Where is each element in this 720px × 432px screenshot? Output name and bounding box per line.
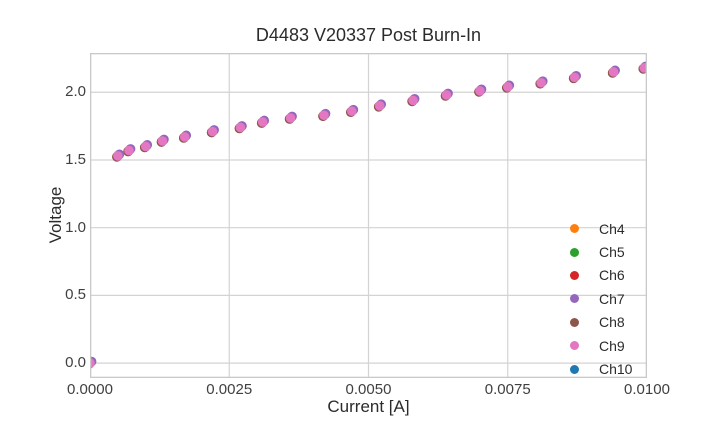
data-point-ch9 xyxy=(408,95,418,106)
legend-item-ch8: Ch8 xyxy=(570,311,632,334)
legend-item-ch4: Ch4 xyxy=(570,217,632,240)
data-point-ch9 xyxy=(374,101,385,111)
legend-marker-ch5 xyxy=(570,247,579,257)
plot-area xyxy=(90,53,647,378)
data-point-ch9 xyxy=(285,113,296,123)
x-tick-label: 0.0050 xyxy=(345,381,392,398)
legend-label: Ch6 xyxy=(599,267,625,284)
x-tick-label: 0.0100 xyxy=(624,381,670,398)
legend-item-ch9: Ch9 xyxy=(570,334,632,357)
data-point-ch9 xyxy=(207,126,218,137)
data-point-ch9 xyxy=(639,63,647,73)
data-point-ch9 xyxy=(140,141,151,152)
y-tick-label: 2.0 xyxy=(65,83,86,101)
data-point-ch9 xyxy=(346,106,357,117)
legend-marker-ch10 xyxy=(570,364,579,374)
data-point-ch9 xyxy=(441,90,452,100)
legend-label: Ch10 xyxy=(599,361,633,378)
x-tick-label: 0.0000 xyxy=(67,381,113,398)
data-point-ch9 xyxy=(179,132,190,142)
legend-marker-ch8 xyxy=(570,317,579,327)
legend-item-ch10: Ch10 xyxy=(570,357,632,380)
y-tick-label: 1.5 xyxy=(65,150,86,168)
y-tick-label: 0.0 xyxy=(65,354,86,372)
legend-item-ch5: Ch5 xyxy=(570,240,632,263)
x-tick-label: 0.0025 xyxy=(206,381,253,398)
data-point-ch9 xyxy=(113,151,123,161)
legend-label: Ch7 xyxy=(599,290,625,307)
scatter-plot xyxy=(90,53,647,378)
legend-label: Ch4 xyxy=(599,220,625,237)
legend-marker-ch4 xyxy=(570,224,579,234)
legend: Ch4 Ch5 Ch6 Ch7 Ch8 Ch9 Ch10 xyxy=(570,217,632,381)
data-point-ch9 xyxy=(608,67,619,77)
y-tick-label: 1.0 xyxy=(65,218,86,236)
data-point-ch9 xyxy=(124,145,134,156)
x-tick-label: 0.0075 xyxy=(484,381,531,398)
chart-title: D4483 V20337 Post Burn-In xyxy=(255,25,482,45)
plot-frame xyxy=(90,53,647,378)
legend-label: Ch5 xyxy=(599,244,625,261)
legend-marker-ch9 xyxy=(570,341,579,351)
x-axis-label: Current [A] xyxy=(327,397,410,416)
legend-marker-ch6 xyxy=(570,270,579,280)
data-point-ch9 xyxy=(235,122,246,133)
data-point-ch9 xyxy=(257,117,268,127)
legend-marker-ch7 xyxy=(570,294,579,304)
legend-label: Ch9 xyxy=(599,337,625,354)
data-point-ch9 xyxy=(502,82,513,92)
data-point-ch9 xyxy=(475,86,485,96)
legend-item-ch6: Ch6 xyxy=(570,264,632,287)
legend-label: Ch8 xyxy=(599,314,625,331)
legend-item-ch7: Ch7 xyxy=(570,287,632,310)
y-tick-label: 0.5 xyxy=(65,286,86,304)
data-point-ch9 xyxy=(319,110,329,121)
data-point-ch9 xyxy=(569,72,580,83)
data-point-ch9 xyxy=(536,77,546,88)
data-point-ch9 xyxy=(157,136,168,146)
